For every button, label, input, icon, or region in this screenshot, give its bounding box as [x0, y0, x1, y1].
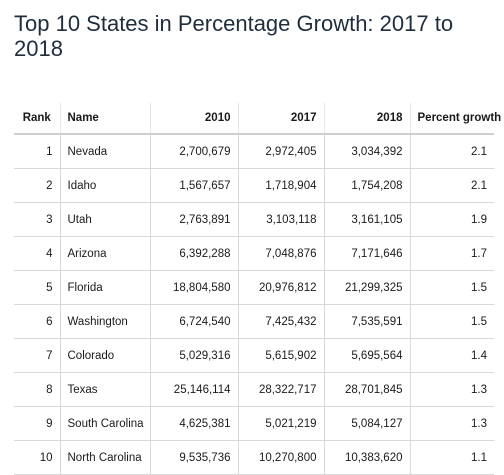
cell-population-2017: 5,021,219: [238, 406, 325, 441]
cell-population-2017: 20,976,812: [238, 270, 325, 305]
cell-population-2017: 7,048,876: [238, 236, 325, 271]
cell-population-2018: 21,299,325: [324, 270, 411, 305]
column-header-percent-growth: Percent growth: [410, 103, 501, 135]
cell-population-2018: 5,695,564: [324, 338, 411, 373]
cell-rank: 7: [14, 338, 61, 373]
cell-state-name: Florida: [60, 270, 151, 305]
cell-population-2010: 18,804,580: [150, 270, 239, 305]
column-header-2018: 2018: [324, 103, 411, 135]
cell-population-2018: 3,034,392: [324, 134, 411, 169]
table-header: Rank Name 2010 2017 2018 Percent growth: [14, 103, 501, 135]
table-row: 9 South Carolina 4,625,381 5,021,219 5,084,1…: [14, 406, 494, 441]
cell-state-name: Idaho: [60, 168, 151, 203]
cell-state-name: North Carolina: [60, 440, 151, 475]
cell-population-2017: 28,322,717: [238, 372, 325, 407]
table-row: 10 North Carolina 9,535,736 10,270,800 10,38…: [14, 440, 494, 475]
cell-percent-growth: 1.5: [410, 304, 494, 339]
table-row: 5 Florida 18,804,580 20,976,812 21,299,325 1.…: [14, 270, 494, 305]
cell-rank: 3: [14, 202, 61, 237]
cell-population-2018: 7,535,591: [324, 304, 411, 339]
cell-population-2010: 25,146,114: [150, 372, 239, 407]
cell-rank: 4: [14, 236, 61, 271]
cell-rank: 2: [14, 168, 61, 203]
cell-state-name: Arizona: [60, 236, 151, 271]
cell-state-name: South Carolina: [60, 406, 151, 441]
header-row: Rank Name 2010 2017 2018 Percent growth: [14, 103, 501, 135]
column-header-2010: 2010: [150, 103, 239, 135]
cell-population-2018: 28,701,845: [324, 372, 411, 407]
cell-population-2018: 10,383,620: [324, 440, 411, 475]
cell-state-name: Utah: [60, 202, 151, 237]
cell-population-2010: 2,700,679: [150, 134, 239, 169]
cell-population-2017: 7,425,432: [238, 304, 325, 339]
cell-population-2017: 10,270,800: [238, 440, 325, 475]
cell-population-2010: 9,535,736: [150, 440, 239, 475]
table-row: 3 Utah 2,763,891 3,103,118 3,161,105 1.9: [14, 202, 494, 237]
cell-population-2010: 2,763,891: [150, 202, 239, 237]
cell-population-2018: 3,161,105: [324, 202, 411, 237]
cell-population-2018: 1,754,208: [324, 168, 411, 203]
cell-population-2017: 1,718,904: [238, 168, 325, 203]
table-row: 8 Texas 25,146,114 28,322,717 28,701,845 1.3: [14, 372, 494, 407]
cell-percent-growth: 2.1: [410, 168, 494, 203]
cell-percent-growth: 2.1: [410, 134, 494, 169]
cell-percent-growth: 1.7: [410, 236, 494, 271]
cell-rank: 9: [14, 406, 61, 441]
cell-population-2017: 2,972,405: [238, 134, 325, 169]
cell-population-2010: 6,392,288: [150, 236, 239, 271]
growth-table: Rank Name 2010 2017 2018 Percent growth …: [14, 103, 501, 475]
cell-population-2010: 1,567,657: [150, 168, 239, 203]
cell-state-name: Texas: [60, 372, 151, 407]
cell-state-name: Colorado: [60, 338, 151, 373]
cell-percent-growth: 1.1: [410, 440, 494, 475]
cell-state-name: Nevada: [60, 134, 151, 169]
cell-population-2010: 6,724,540: [150, 304, 239, 339]
cell-state-name: Washington: [60, 304, 151, 339]
table-body: 1 Nevada 2,700,679 2,972,405 3,034,392 2.1 2 Id…: [14, 134, 494, 475]
cell-rank: 10: [14, 440, 61, 475]
table-row: 7 Colorado 5,029,316 5,615,902 5,695,564 1.4: [14, 338, 494, 373]
column-header-2017: 2017: [238, 103, 325, 135]
cell-population-2018: 7,171,646: [324, 236, 411, 271]
chart-title: Top 10 States in Percentage Growth: 2017…: [14, 11, 454, 61]
cell-percent-growth: 1.3: [410, 372, 494, 407]
cell-percent-growth: 1.5: [410, 270, 494, 305]
cell-rank: 1: [14, 134, 61, 169]
cell-population-2010: 5,029,316: [150, 338, 239, 373]
table-row: 2 Idaho 1,567,657 1,718,904 1,754,208 2.1: [14, 168, 494, 203]
cell-percent-growth: 1.9: [410, 202, 494, 237]
cell-population-2017: 3,103,118: [238, 202, 325, 237]
cell-population-2010: 4,625,381: [150, 406, 239, 441]
table-row: 4 Arizona 6,392,288 7,048,876 7,171,646 1.7: [14, 236, 494, 271]
cell-population-2017: 5,615,902: [238, 338, 325, 373]
cell-percent-growth: 1.3: [410, 406, 494, 441]
cell-percent-growth: 1.4: [410, 338, 494, 373]
column-header-name: Name: [60, 103, 151, 135]
cell-rank: 5: [14, 270, 61, 305]
cell-rank: 6: [14, 304, 61, 339]
table-row: 6 Washington 6,724,540 7,425,432 7,535,591 1.…: [14, 304, 494, 339]
cell-population-2018: 5,084,127: [324, 406, 411, 441]
column-header-rank: Rank: [14, 103, 61, 135]
table-row: 1 Nevada 2,700,679 2,972,405 3,034,392 2.1: [14, 134, 494, 169]
cell-rank: 8: [14, 372, 61, 407]
